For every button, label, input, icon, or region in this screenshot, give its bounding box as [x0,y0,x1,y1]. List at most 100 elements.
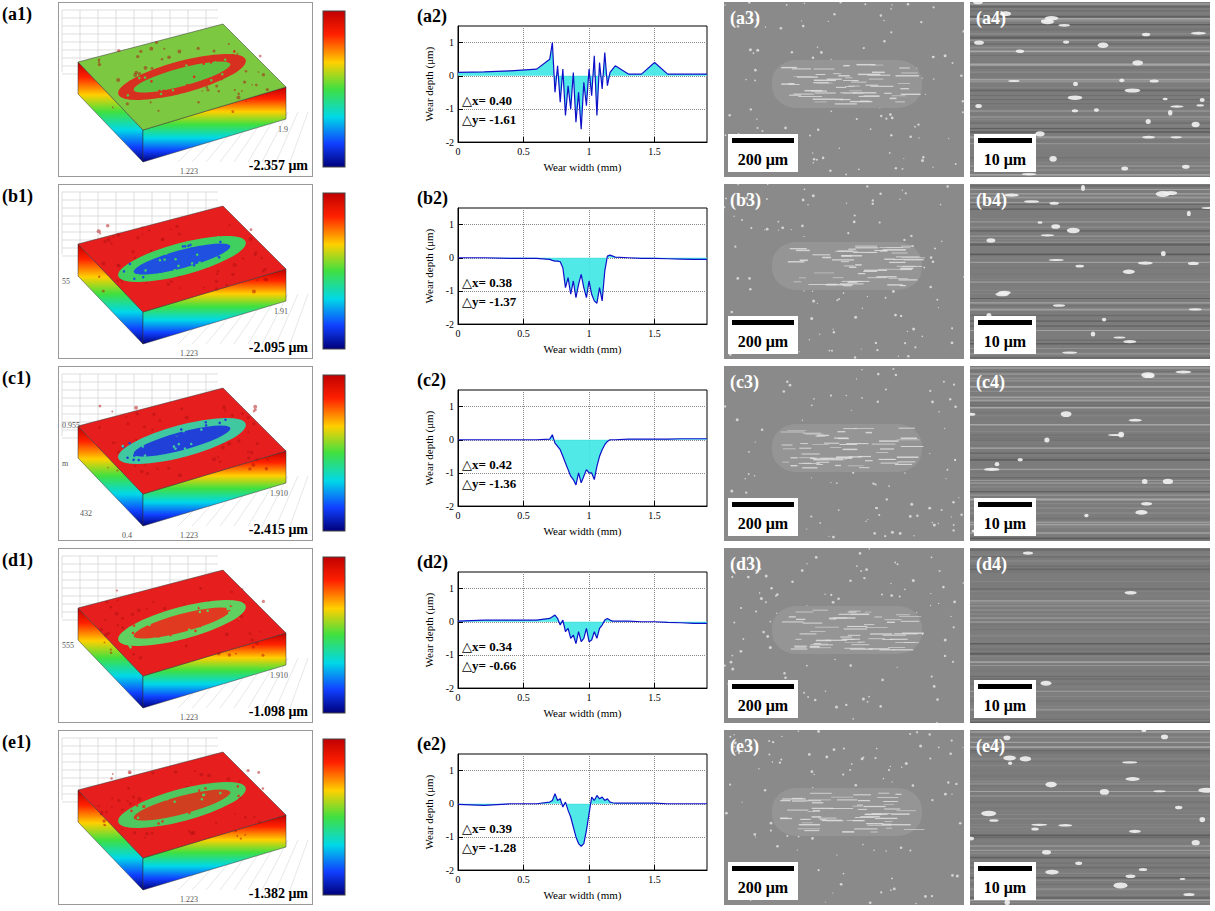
svg-text:(e4): (e4) [976,736,1005,757]
svg-text:1: 1 [449,765,454,776]
svg-text:(b4): (b4) [976,190,1007,211]
svg-text:-2: -2 [446,137,454,148]
svg-text:-1: -1 [446,467,454,478]
svg-text:Wear width (mm): Wear width (mm) [544,161,622,174]
svg-text:-2.357 μm: -2.357 μm [249,158,309,173]
svg-text:200 μm: 200 μm [738,515,789,533]
svg-text:(d2): (d2) [417,552,448,573]
svg-text:0.5: 0.5 [517,146,530,157]
svg-text:0: 0 [456,328,461,339]
svg-text:1: 1 [449,37,454,48]
svg-text:-1: -1 [446,831,454,842]
svg-text:(e3): (e3) [730,736,759,757]
svg-text:-2: -2 [446,683,454,694]
svg-text:1.9: 1.9 [278,125,288,134]
svg-text:10 μm: 10 μm [984,879,1027,897]
svg-text:10 μm: 10 μm [984,697,1027,715]
svg-text:△x= 0.34: △x= 0.34 [462,639,512,654]
svg-text:(b3): (b3) [730,190,761,211]
svg-text:△y= -1.37: △y= -1.37 [462,294,517,309]
svg-text:Wear depth (μm): Wear depth (μm) [423,410,436,485]
svg-text:1.5: 1.5 [648,146,661,157]
svg-text:0: 0 [449,70,454,81]
svg-text:1: 1 [449,219,454,230]
svg-text:(c2): (c2) [417,370,446,391]
svg-text:-2: -2 [446,865,454,876]
svg-text:1: 1 [587,874,592,885]
svg-text:0: 0 [449,252,454,263]
svg-text:0.4: 0.4 [122,531,132,540]
svg-text:-1: -1 [446,649,454,660]
svg-text:Wear width (mm): Wear width (mm) [544,889,622,902]
svg-text:200 μm: 200 μm [738,879,789,897]
svg-text:-2.415 μm: -2.415 μm [249,522,309,537]
svg-text:1.5: 1.5 [648,328,661,339]
svg-text:0: 0 [449,798,454,809]
svg-text:-2: -2 [446,501,454,512]
svg-text:△x= 0.38: △x= 0.38 [462,275,512,290]
svg-text:0.5: 0.5 [517,874,530,885]
svg-text:Wear width (mm): Wear width (mm) [544,525,622,538]
svg-text:△y= -1.28: △y= -1.28 [462,840,517,855]
svg-text:1.223: 1.223 [180,895,198,904]
svg-text:0: 0 [456,510,461,521]
svg-text:△x= 0.39: △x= 0.39 [462,821,512,836]
svg-text:-2: -2 [446,319,454,330]
svg-text:(c4): (c4) [976,372,1005,393]
svg-text:0: 0 [456,874,461,885]
svg-text:(d4): (d4) [976,554,1007,575]
svg-text:0: 0 [449,616,454,627]
svg-text:10 μm: 10 μm [984,151,1027,169]
svg-text:0.5: 0.5 [517,328,530,339]
svg-text:△y= -1.36: △y= -1.36 [462,476,517,491]
svg-text:(e2): (e2) [417,734,446,755]
svg-text:Wear width (mm): Wear width (mm) [544,707,622,720]
svg-text:555: 555 [62,641,74,650]
svg-text:1.223: 1.223 [180,713,198,722]
svg-text:1.5: 1.5 [648,692,661,703]
svg-text:(a2): (a2) [417,6,447,27]
svg-text:200 μm: 200 μm [738,151,789,169]
svg-text:1.223: 1.223 [180,167,198,176]
svg-text:-1: -1 [446,285,454,296]
svg-text:200 μm: 200 μm [738,333,789,351]
svg-text:-1: -1 [446,103,454,114]
svg-text:1.5: 1.5 [648,874,661,885]
svg-text:(c3): (c3) [730,372,759,393]
svg-text:Wear depth (μm): Wear depth (μm) [423,46,436,121]
svg-text:△x= 0.42: △x= 0.42 [462,457,512,472]
svg-text:1: 1 [449,401,454,412]
svg-text:0: 0 [456,146,461,157]
svg-text:-1.382 μm: -1.382 μm [249,886,309,901]
svg-text:△x= 0.40: △x= 0.40 [462,93,512,108]
svg-text:1.91: 1.91 [274,307,288,316]
svg-text:△y= -1.61: △y= -1.61 [462,112,516,127]
svg-text:10 μm: 10 μm [984,333,1027,351]
svg-text:Wear depth (μm): Wear depth (μm) [423,228,436,303]
svg-text:1: 1 [449,583,454,594]
svg-text:1: 1 [587,328,592,339]
svg-text:200 μm: 200 μm [738,697,789,715]
svg-text:0.5: 0.5 [517,510,530,521]
svg-text:1: 1 [587,510,592,521]
svg-text:△y= -0.66: △y= -0.66 [462,658,517,673]
svg-text:1: 1 [587,692,592,703]
svg-text:1: 1 [587,146,592,157]
svg-text:0.955: 0.955 [62,421,80,430]
svg-text:Wear depth (μm): Wear depth (μm) [423,774,436,849]
svg-text:(a4): (a4) [976,8,1006,29]
svg-text:0.5: 0.5 [517,692,530,703]
svg-text:m: m [62,459,69,468]
svg-text:-1.098 μm: -1.098 μm [249,704,309,719]
svg-text:1.910: 1.910 [270,489,288,498]
svg-text:-2.095 μm: -2.095 μm [249,340,309,355]
svg-text:1.5: 1.5 [648,510,661,521]
svg-text:(b2): (b2) [417,188,448,209]
svg-text:0: 0 [456,692,461,703]
svg-text:432: 432 [80,509,92,518]
svg-text:(d3): (d3) [730,554,761,575]
svg-text:(a3): (a3) [730,8,760,29]
svg-text:Wear width (mm): Wear width (mm) [544,343,622,356]
svg-text:10 μm: 10 μm [984,515,1027,533]
svg-text:1.223: 1.223 [180,531,198,540]
